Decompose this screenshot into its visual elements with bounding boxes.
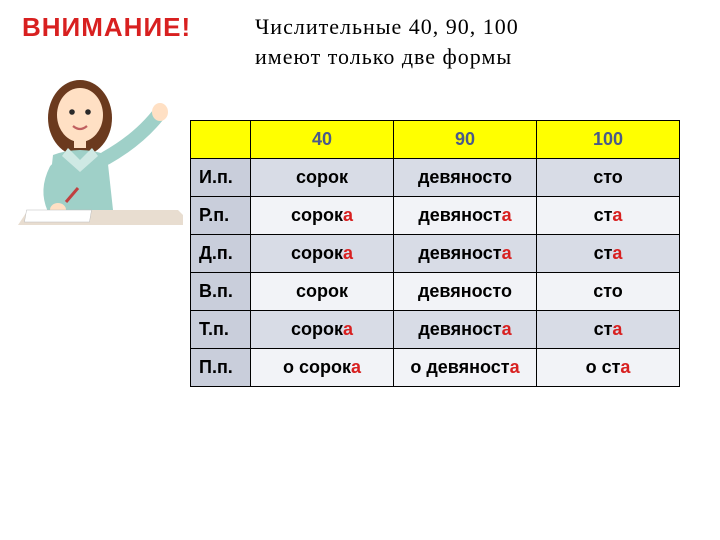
header-col-40: 40 xyxy=(251,121,394,159)
table-body: И.п.сорокдевяностостоР.п.сорокадевяноста… xyxy=(191,159,680,387)
word-suffix: а xyxy=(343,205,353,225)
word-cell: девяноста xyxy=(394,235,537,273)
word-suffix: а xyxy=(612,205,622,225)
word-stem: о девяност xyxy=(410,357,509,377)
word-suffix: а xyxy=(612,243,622,263)
word-stem: о сорок xyxy=(283,357,351,377)
word-cell: девяносто xyxy=(394,159,537,197)
case-label: Д.п. xyxy=(191,235,251,273)
word-suffix: а xyxy=(343,319,353,339)
word-stem: сорок xyxy=(291,205,343,225)
word-suffix: а xyxy=(510,357,520,377)
table-row: Т.п.сорокадевяностаста xyxy=(191,311,680,349)
word-cell: сорок xyxy=(251,159,394,197)
word-cell: ста xyxy=(537,197,680,235)
word-stem: девяност xyxy=(418,205,501,225)
header-case-empty xyxy=(191,121,251,159)
word-stem: девяносто xyxy=(418,167,512,187)
word-stem: сорок xyxy=(296,281,348,301)
word-cell: сто xyxy=(537,159,680,197)
word-cell: о ста xyxy=(537,349,680,387)
header-col-90: 90 xyxy=(394,121,537,159)
word-suffix: а xyxy=(612,319,622,339)
word-stem: о ст xyxy=(586,357,621,377)
word-suffix: а xyxy=(502,243,512,263)
word-stem: сто xyxy=(593,281,623,301)
word-cell: девяноста xyxy=(394,311,537,349)
word-suffix: а xyxy=(343,243,353,263)
word-stem: сорок xyxy=(296,167,348,187)
table-row: В.п. сорок девяносто сто xyxy=(191,273,680,311)
case-label: Т.п. xyxy=(191,311,251,349)
table-header-row: 40 90 100 xyxy=(191,121,680,159)
heading-line-2: имеют только две формы xyxy=(255,44,512,69)
word-cell: сорока xyxy=(251,235,394,273)
teacher-illustration xyxy=(18,60,183,225)
table-row: П.п.о сорокао девяностао ста xyxy=(191,349,680,387)
word-cell: сорока xyxy=(251,311,394,349)
page-title: Числительные 40, 90, 100 имеют только дв… xyxy=(255,12,675,71)
word-cell: ста xyxy=(537,235,680,273)
word-cell: о девяноста xyxy=(394,349,537,387)
word-stem: сто xyxy=(593,167,623,187)
table-row: Р.п.сорокадевяностаста xyxy=(191,197,680,235)
table: 40 90 100 И.п.сорокдевяностостоР.п.сорок… xyxy=(190,120,680,387)
header-col-100: 100 xyxy=(537,121,680,159)
word-stem: ст xyxy=(594,243,613,263)
case-label: В.п. xyxy=(191,273,251,311)
word-cell: о сорока xyxy=(251,349,394,387)
word-stem: ст xyxy=(594,205,613,225)
table-row: Д.п.сорокадевяностаста xyxy=(191,235,680,273)
word-cell: ста xyxy=(537,311,680,349)
word-cell: сорока xyxy=(251,197,394,235)
declension-table: 40 90 100 И.п.сорокдевяностостоР.п.сорок… xyxy=(190,120,680,387)
word-suffix: а xyxy=(351,357,361,377)
word-stem: девяност xyxy=(418,243,501,263)
table-row: И.п. сорок девяносто сто xyxy=(191,159,680,197)
word-cell: девяносто xyxy=(394,273,537,311)
attention-label: ВНИМАНИЕ! xyxy=(22,12,191,43)
case-label: Р.п. xyxy=(191,197,251,235)
word-stem: ст xyxy=(594,319,613,339)
heading-line-1: Числительные 40, 90, 100 xyxy=(255,14,519,39)
word-suffix: а xyxy=(502,319,512,339)
word-stem: девяносто xyxy=(418,281,512,301)
word-suffix: а xyxy=(620,357,630,377)
case-label: П.п. xyxy=(191,349,251,387)
word-stem: сорок xyxy=(291,243,343,263)
word-cell: сто xyxy=(537,273,680,311)
word-cell: девяноста xyxy=(394,197,537,235)
word-suffix: а xyxy=(502,205,512,225)
word-stem: сорок xyxy=(291,319,343,339)
case-label: И.п. xyxy=(191,159,251,197)
word-cell: сорок xyxy=(251,273,394,311)
word-stem: девяност xyxy=(418,319,501,339)
